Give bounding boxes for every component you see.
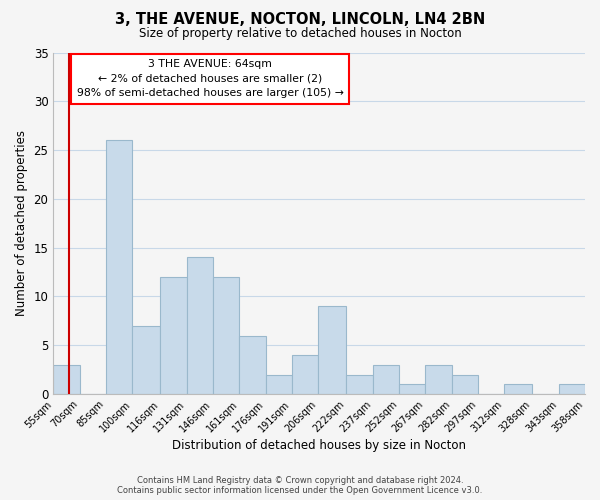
- Bar: [187, 258, 213, 394]
- Text: Contains HM Land Registry data © Crown copyright and database right 2024.: Contains HM Land Registry data © Crown c…: [137, 476, 463, 485]
- Bar: [239, 336, 266, 394]
- Bar: [292, 355, 318, 394]
- Bar: [266, 374, 292, 394]
- Bar: [452, 374, 478, 394]
- Bar: [213, 277, 239, 394]
- Text: 3, THE AVENUE, NOCTON, LINCOLN, LN4 2BN: 3, THE AVENUE, NOCTON, LINCOLN, LN4 2BN: [115, 12, 485, 28]
- Bar: [346, 374, 373, 394]
- Bar: [373, 365, 399, 394]
- Bar: [318, 306, 346, 394]
- Text: Size of property relative to detached houses in Nocton: Size of property relative to detached ho…: [139, 28, 461, 40]
- Bar: [425, 365, 452, 394]
- X-axis label: Distribution of detached houses by size in Nocton: Distribution of detached houses by size …: [172, 440, 466, 452]
- Bar: [399, 384, 425, 394]
- Bar: [132, 326, 160, 394]
- Text: 3 THE AVENUE: 64sqm
← 2% of detached houses are smaller (2)
98% of semi-detached: 3 THE AVENUE: 64sqm ← 2% of detached hou…: [77, 60, 344, 98]
- Text: Contains public sector information licensed under the Open Government Licence v3: Contains public sector information licen…: [118, 486, 482, 495]
- Bar: [53, 365, 80, 394]
- Bar: [504, 384, 532, 394]
- Bar: [160, 277, 187, 394]
- Bar: [559, 384, 585, 394]
- Bar: [106, 140, 132, 394]
- Y-axis label: Number of detached properties: Number of detached properties: [15, 130, 28, 316]
